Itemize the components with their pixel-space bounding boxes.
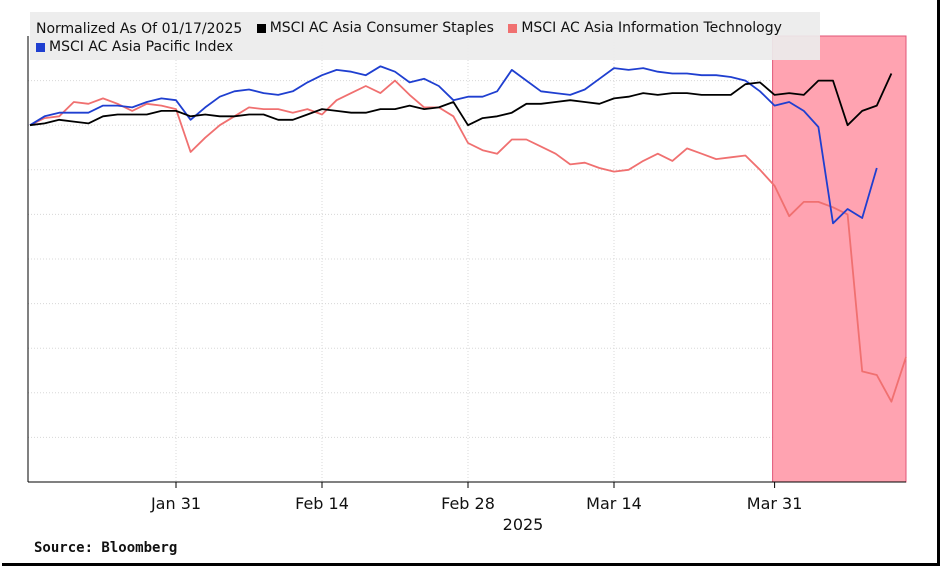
x-tick-label: Mar 14 (586, 494, 642, 513)
legend-title: Normalized As Of 01/17/2025 (36, 21, 242, 37)
x-tick-label: Feb 14 (295, 494, 349, 513)
series-line-msci-ac-asia-information-technology (29, 79, 907, 403)
x-tick-label: Mar 31 (747, 494, 803, 513)
legend: Normalized As Of 01/17/2025 MSCI AC Asia… (30, 12, 820, 60)
series-line-msci-ac-asia-pacific-index (29, 65, 878, 225)
legend-title-text: Normalized As Of 01/17/2025 (36, 20, 243, 37)
legend-label-asia-pacific: MSCI AC Asia Pacific Index (49, 39, 234, 55)
legend-swatch-consumer-staples (256, 23, 266, 33)
legend-label-information-technology: MSCI AC Asia Information Technology (521, 20, 782, 36)
highlight-region (772, 35, 907, 483)
legend-item-asia-pacific: MSCI AC Asia Pacific Index (36, 39, 233, 55)
legend-item-consumer-staples: MSCI AC Asia Consumer Staples (256, 20, 494, 36)
x-year-label: 2025 (503, 515, 544, 534)
legend-item-information-technology: MSCI AC Asia Information Technology (508, 20, 782, 36)
x-axis-ticks: Jan 31 Feb 14 Feb 28 Mar 14 Mar 31 (150, 482, 802, 513)
legend-swatch-information-technology (508, 23, 518, 33)
series-lines (29, 65, 907, 403)
source-note: Source: Bloomberg (34, 540, 178, 556)
x-tick-label: Jan 31 (150, 494, 201, 513)
x-tick-label: Feb 28 (441, 494, 495, 513)
legend-swatch-asia-pacific (36, 42, 45, 52)
legend-label-consumer-staples: MSCI AC Asia Consumer Staples (269, 20, 494, 36)
series-line-msci-ac-asia-consumer-staples (29, 73, 893, 127)
